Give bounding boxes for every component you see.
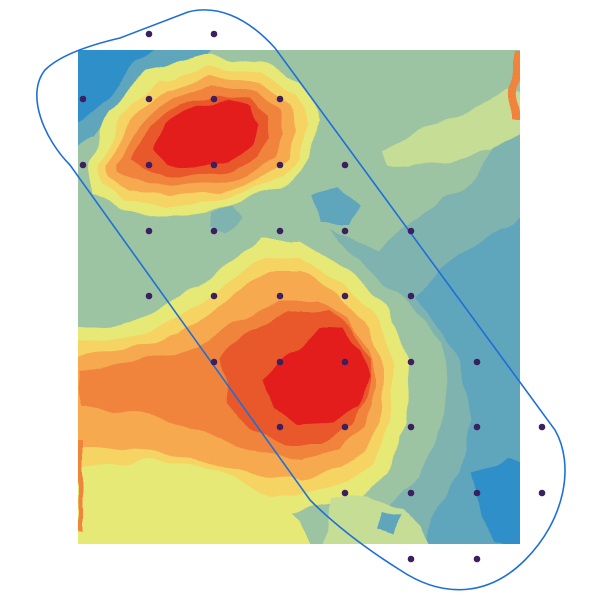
sample-points-layer: [79, 30, 546, 563]
surface-low-spot-south: [378, 510, 400, 535]
surface-edge-artifact-ne: [512, 50, 520, 120]
sample-point: [407, 489, 415, 497]
sample-point: [210, 227, 218, 235]
sample-point: [276, 95, 284, 103]
sample-point: [341, 292, 349, 300]
sample-point: [276, 161, 284, 169]
sample-point: [538, 423, 546, 431]
surface-mid-band-ne: [380, 90, 520, 170]
surface-south-band: [78, 460, 312, 544]
sample-point: [79, 95, 87, 103]
sample-point: [473, 555, 481, 563]
sample-point: [276, 423, 284, 431]
sample-point: [276, 292, 284, 300]
sample-point: [341, 161, 349, 169]
surface-lowest-zone-se: [470, 460, 520, 544]
sample-point: [145, 95, 153, 103]
sample-point: [473, 489, 481, 497]
sample-point: [341, 227, 349, 235]
sample-point: [145, 292, 153, 300]
sample-point: [341, 423, 349, 431]
sample-point: [407, 423, 415, 431]
sample-point: [341, 358, 349, 366]
sample-point: [407, 555, 415, 563]
sample-point: [276, 358, 284, 366]
sample-point: [210, 95, 218, 103]
interpolated-surface: [78, 50, 520, 544]
sample-point: [79, 161, 87, 169]
surface-lowest-zone-nw: [78, 50, 155, 123]
sample-point: [341, 489, 349, 497]
sample-point: [276, 227, 284, 235]
sample-point: [210, 358, 218, 366]
sample-point: [407, 227, 415, 235]
sample-point: [473, 423, 481, 431]
sample-point: [145, 161, 153, 169]
sample-point: [210, 161, 218, 169]
surface-hot-zone-north-core: [155, 100, 260, 168]
surface-lower-zone-east: [410, 216, 520, 544]
sample-point: [473, 358, 481, 366]
sample-point: [407, 292, 415, 300]
surface-low-spot-center: [310, 185, 360, 225]
surface-hot-zone-south-core: [262, 330, 368, 422]
sample-point: [145, 30, 153, 38]
sample-point: [407, 358, 415, 366]
sample-point: [210, 30, 218, 38]
sample-point: [210, 292, 218, 300]
sample-point: [538, 489, 546, 497]
surface-edge-artifact-sw: [78, 440, 83, 530]
sample-point: [145, 227, 153, 235]
surface-low-spot-west: [210, 205, 240, 232]
survey-boundary-outline: [36, 9, 566, 591]
surface-south-band-2: [322, 495, 425, 544]
